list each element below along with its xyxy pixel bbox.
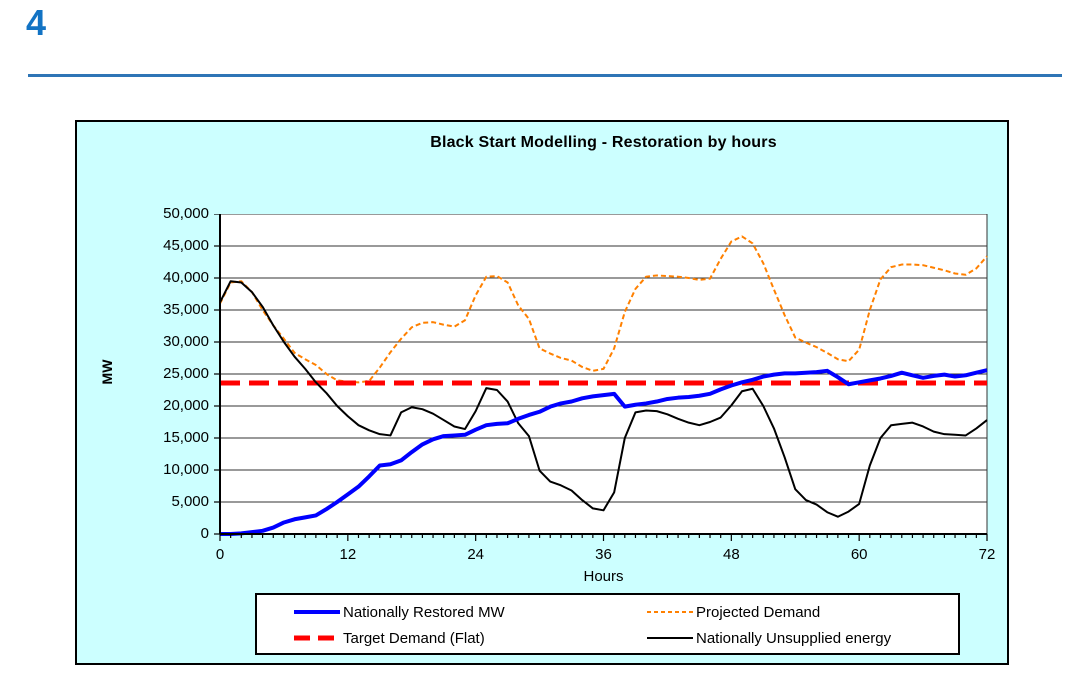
legend-line-sample (647, 611, 693, 613)
chart-legend: Nationally Restored MW Projected Demand Ta… (255, 593, 960, 655)
header-divider (28, 74, 1062, 77)
y-tick-label: 30,000 (163, 333, 209, 350)
x-tick-label: 0 (215, 546, 225, 563)
y-tick-label: 45,000 (163, 237, 209, 254)
x-tick-label: 48 (722, 546, 740, 563)
legend-line-sample (294, 610, 340, 614)
legend-item-label: Target Demand (Flat) (343, 629, 485, 647)
chart-area: Black Start Modelling - Restoration by h… (75, 120, 1009, 665)
legend-line-sample (294, 635, 340, 641)
legend-item-label: Nationally Unsupplied energy (696, 629, 892, 647)
x-tick-label: 24 (467, 546, 484, 563)
y-tick-label: 50,000 (163, 205, 209, 222)
legend-item-label: Projected Demand (696, 603, 821, 621)
x-tick-label: 60 (850, 546, 868, 563)
y-tick-label: 0 (200, 525, 209, 542)
page-number: 4 (26, 2, 47, 43)
series-line-nationally-restored-mw (220, 368, 988, 536)
y-tick-label: 5,000 (171, 493, 209, 510)
y-tick-label: 25,000 (163, 365, 209, 382)
y-tick-label: 40,000 (163, 269, 209, 286)
legend-item: Projected Demand (647, 602, 820, 622)
x-tick-label: 36 (595, 546, 612, 563)
legend-line-sample (647, 637, 693, 639)
legend-item: Target Demand (Flat) (294, 628, 485, 648)
legend-item-label: Nationally Restored MW (343, 603, 505, 621)
legend-item: Nationally Restored MW (294, 602, 505, 622)
y-tick-label: 10,000 (163, 461, 209, 478)
chart-title: Black Start Modelling - Restoration by h… (430, 134, 777, 151)
x-axis-title: Hours (583, 568, 624, 585)
series-line-nationally-unsupplied-energy (219, 280, 988, 518)
legend-item: Nationally Unsupplied energy (647, 628, 891, 648)
y-tick-label: 35,000 (163, 301, 209, 318)
x-tick-label: 12 (339, 546, 357, 563)
plot-canvas (214, 214, 988, 541)
y-tick-label: 20,000 (163, 397, 209, 414)
x-tick-label: 72 (978, 546, 996, 563)
y-tick-label: 15,000 (163, 429, 209, 446)
